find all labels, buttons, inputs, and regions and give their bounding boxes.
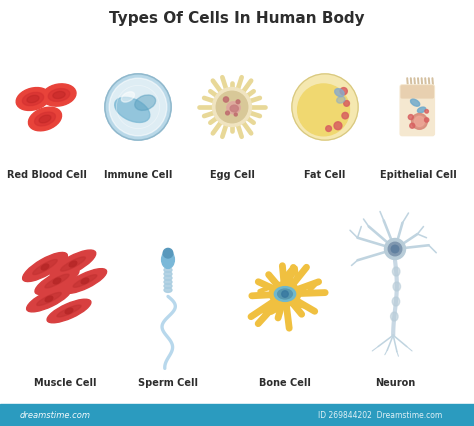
Ellipse shape	[22, 93, 44, 106]
Circle shape	[334, 122, 342, 130]
Ellipse shape	[39, 116, 51, 124]
Ellipse shape	[164, 276, 172, 281]
Ellipse shape	[45, 296, 53, 302]
Circle shape	[109, 79, 167, 136]
Circle shape	[408, 115, 413, 120]
Circle shape	[226, 112, 229, 115]
Ellipse shape	[45, 274, 69, 288]
Text: dreamstime.com: dreamstime.com	[19, 411, 91, 420]
Ellipse shape	[41, 265, 49, 271]
Ellipse shape	[164, 280, 172, 285]
Ellipse shape	[23, 253, 67, 282]
Ellipse shape	[35, 113, 55, 127]
Circle shape	[414, 117, 425, 127]
Ellipse shape	[337, 97, 345, 104]
Ellipse shape	[28, 108, 62, 132]
Circle shape	[410, 124, 415, 129]
Ellipse shape	[269, 282, 301, 307]
Ellipse shape	[418, 108, 426, 113]
Ellipse shape	[164, 288, 172, 293]
Circle shape	[411, 114, 428, 130]
Ellipse shape	[35, 268, 79, 295]
Ellipse shape	[163, 249, 173, 259]
Ellipse shape	[69, 262, 77, 267]
Ellipse shape	[164, 268, 172, 273]
Circle shape	[344, 101, 349, 107]
Circle shape	[216, 92, 248, 124]
Ellipse shape	[37, 293, 61, 306]
Ellipse shape	[227, 103, 240, 115]
Ellipse shape	[33, 260, 57, 275]
Ellipse shape	[115, 98, 150, 123]
Circle shape	[342, 113, 348, 120]
Circle shape	[298, 85, 349, 136]
Ellipse shape	[64, 269, 107, 294]
Circle shape	[326, 127, 331, 132]
Circle shape	[425, 110, 428, 114]
Circle shape	[340, 88, 347, 95]
Ellipse shape	[61, 257, 85, 271]
Text: Types Of Cells In Human Body: Types Of Cells In Human Body	[109, 11, 365, 26]
Ellipse shape	[50, 250, 96, 278]
Ellipse shape	[278, 289, 292, 299]
Ellipse shape	[393, 282, 401, 291]
Ellipse shape	[42, 85, 76, 107]
Ellipse shape	[162, 251, 174, 269]
Circle shape	[425, 118, 429, 123]
Circle shape	[282, 291, 288, 298]
Circle shape	[234, 114, 237, 117]
Ellipse shape	[27, 96, 39, 104]
Ellipse shape	[410, 100, 419, 107]
Ellipse shape	[53, 279, 61, 284]
Text: Muscle Cell: Muscle Cell	[34, 377, 96, 387]
Circle shape	[236, 101, 240, 104]
Ellipse shape	[16, 88, 50, 111]
Text: Fat Cell: Fat Cell	[304, 170, 346, 180]
Ellipse shape	[135, 96, 155, 111]
Ellipse shape	[53, 92, 65, 99]
Text: Egg Cell: Egg Cell	[210, 170, 255, 180]
Circle shape	[292, 75, 358, 141]
Ellipse shape	[27, 286, 72, 312]
Circle shape	[384, 239, 405, 260]
FancyBboxPatch shape	[400, 86, 434, 136]
Text: Epithelial Cell: Epithelial Cell	[380, 170, 456, 180]
Ellipse shape	[335, 89, 344, 98]
Bar	[0, 404, 474, 426]
Ellipse shape	[391, 312, 398, 321]
Text: Bone Cell: Bone Cell	[259, 377, 311, 387]
Ellipse shape	[392, 297, 400, 306]
Ellipse shape	[47, 299, 91, 323]
Text: Immune Cell: Immune Cell	[104, 170, 172, 180]
Circle shape	[223, 98, 228, 103]
Ellipse shape	[164, 272, 172, 277]
Ellipse shape	[73, 275, 97, 288]
Text: Neuron: Neuron	[375, 377, 415, 387]
Text: Red Blood Cell: Red Blood Cell	[7, 170, 87, 180]
Ellipse shape	[121, 92, 135, 103]
Ellipse shape	[65, 308, 73, 314]
Ellipse shape	[230, 106, 238, 112]
Ellipse shape	[81, 279, 89, 284]
Ellipse shape	[57, 305, 81, 317]
FancyBboxPatch shape	[401, 86, 433, 99]
Circle shape	[212, 88, 252, 127]
Circle shape	[388, 243, 402, 256]
Circle shape	[391, 246, 399, 253]
Ellipse shape	[164, 284, 172, 289]
Circle shape	[105, 75, 171, 141]
Text: ID 269844202  Dreamstime.com: ID 269844202 Dreamstime.com	[318, 411, 442, 420]
Ellipse shape	[274, 287, 296, 302]
Ellipse shape	[392, 268, 400, 276]
Ellipse shape	[48, 89, 70, 102]
Text: Sperm Cell: Sperm Cell	[138, 377, 198, 387]
